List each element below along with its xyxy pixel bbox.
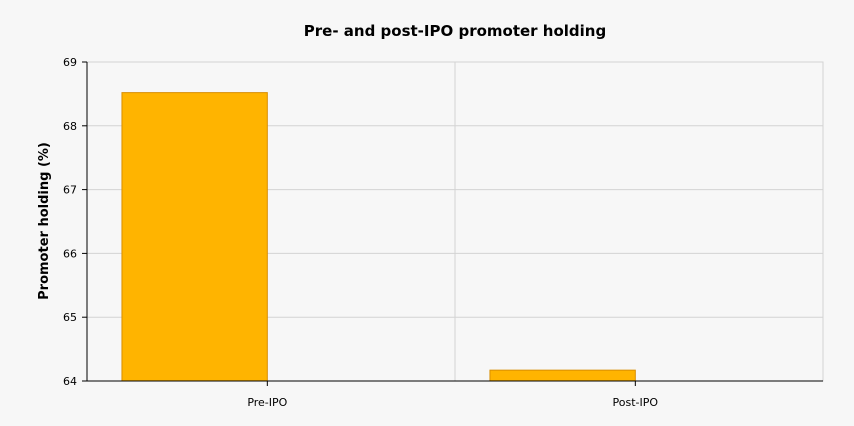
y-tick-label: 68 — [63, 120, 77, 133]
bar-post-ipo — [489, 369, 636, 382]
x-tick-label: Post-IPO — [613, 396, 659, 409]
y-tick-label: 65 — [63, 311, 77, 324]
plot-area: 64 65 66 67 68 69 Pre-IPO Post-IPO — [63, 56, 824, 409]
y-tick-label: 69 — [63, 56, 77, 69]
y-tick-label: 66 — [63, 247, 77, 260]
x-tick-label: Pre-IPO — [247, 396, 287, 409]
y-tick-label: 64 — [63, 375, 77, 388]
chart-title: Pre- and post-IPO promoter holding — [304, 22, 606, 40]
bar-pre-ipo — [121, 92, 268, 382]
y-tick-label: 67 — [63, 184, 77, 197]
y-axis-title: Promoter holding (%) — [37, 142, 52, 300]
